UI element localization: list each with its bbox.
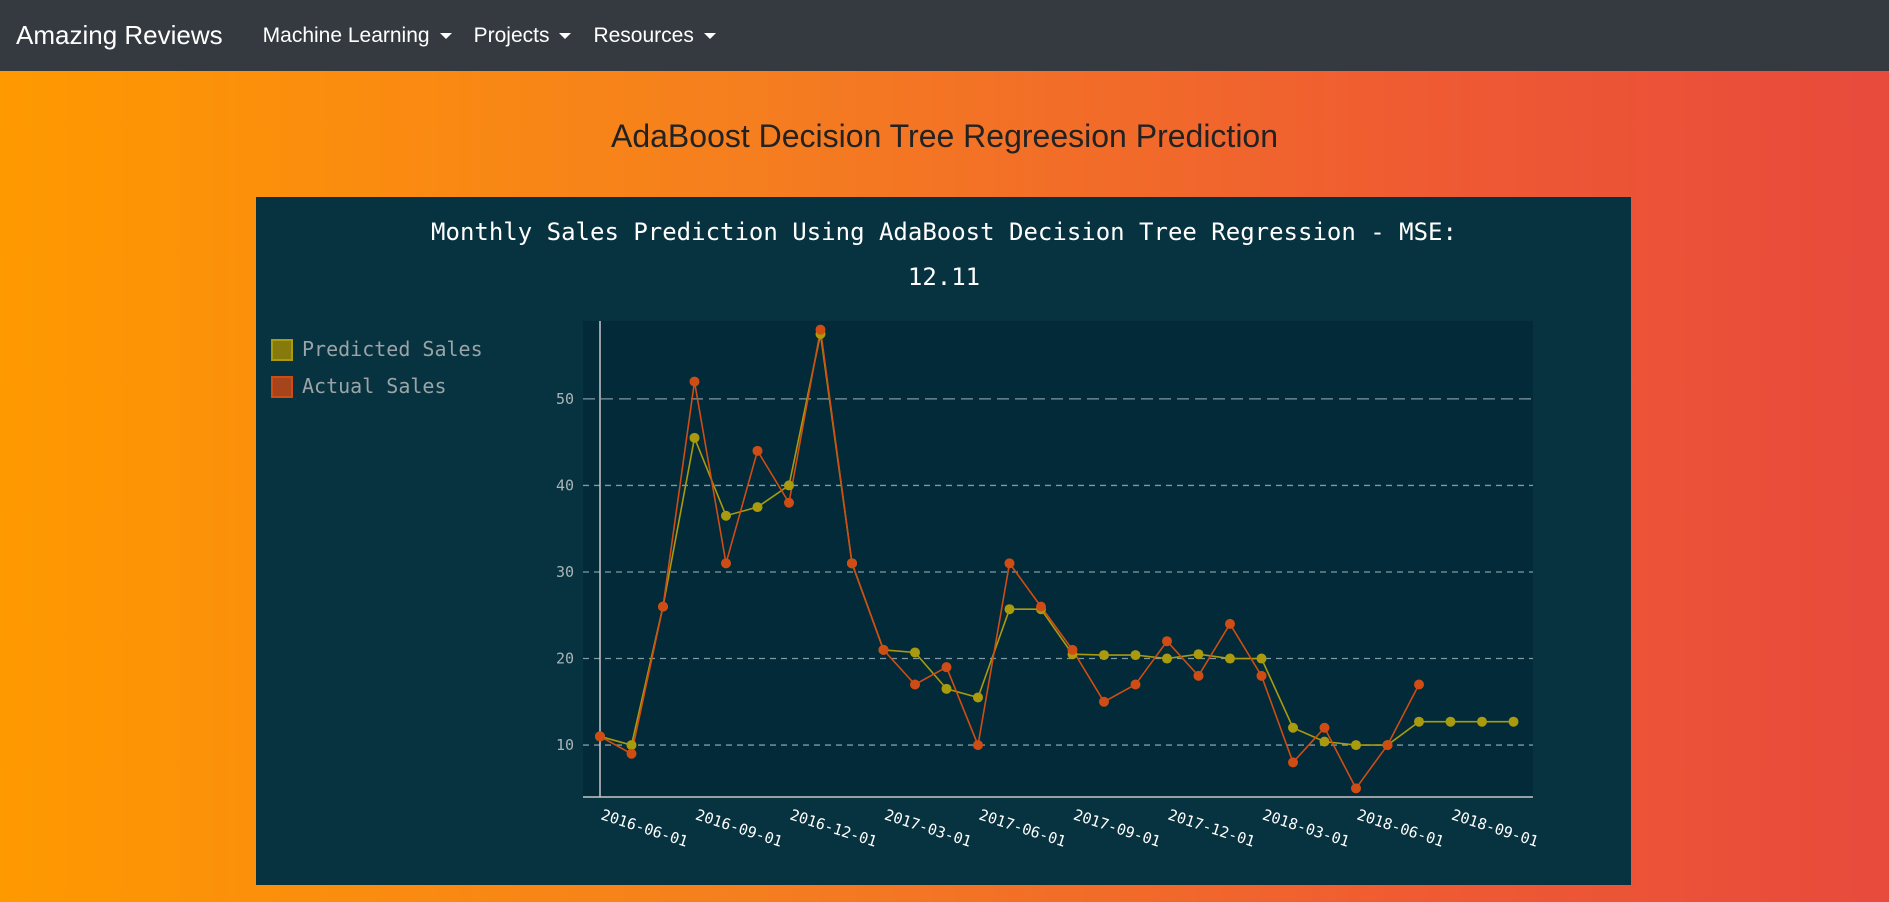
caret-down-icon	[559, 33, 571, 39]
y-tick-labels: 10 20 30 40 50	[556, 390, 574, 754]
data-point-actual	[721, 558, 731, 568]
nav-resources-label: Resources	[593, 24, 693, 48]
data-point-predicted	[1509, 717, 1519, 727]
data-point-actual	[910, 679, 920, 689]
legend-label-predicted[interactable]: Predicted Sales	[302, 337, 483, 361]
x-tick-labels: 2016-06-01 2016-09-01 2016-12-01 2017-03-01…	[599, 806, 1541, 851]
data-point-predicted	[690, 433, 700, 443]
data-point-predicted	[1257, 654, 1267, 664]
x-tick-label: 2017-09-01	[1071, 806, 1162, 851]
data-point-predicted	[1099, 650, 1109, 660]
x-tick-label: 2016-06-01	[599, 806, 690, 851]
data-point-predicted	[1005, 604, 1015, 614]
data-point-actual	[690, 377, 700, 387]
data-point-actual	[879, 645, 889, 655]
nav-projects-label: Projects	[474, 24, 550, 48]
data-point-actual	[1131, 679, 1141, 689]
data-point-actual	[1414, 679, 1424, 689]
data-point-actual	[1194, 671, 1204, 681]
data-point-actual	[847, 558, 857, 568]
caret-down-icon	[704, 33, 716, 39]
data-point-actual	[1225, 619, 1235, 629]
data-point-predicted	[973, 692, 983, 702]
data-point-predicted	[1194, 649, 1204, 659]
y-tick-label: 50	[556, 390, 574, 408]
data-point-predicted	[1446, 717, 1456, 727]
data-point-predicted	[1131, 650, 1141, 660]
x-tick-label: 2016-09-01	[693, 806, 784, 851]
legend-swatch-actual[interactable]	[272, 377, 292, 397]
legend-label-actual[interactable]: Actual Sales	[302, 374, 447, 398]
data-point-predicted	[1162, 654, 1172, 664]
chart-container: Monthly Sales Prediction Using AdaBoost …	[256, 197, 1631, 885]
nav-projects-dropdown[interactable]: Projects	[474, 24, 572, 48]
legend: Predicted Sales Actual Sales	[272, 337, 483, 398]
x-tick-label: 2016-12-01	[788, 806, 879, 851]
data-point-actual	[1162, 636, 1172, 646]
nav-machine-learning-label: Machine Learning	[263, 24, 430, 48]
data-point-actual	[627, 749, 637, 759]
data-point-actual	[1383, 740, 1393, 750]
data-point-actual	[1099, 697, 1109, 707]
x-tick-label: 2017-03-01	[882, 806, 973, 851]
chart-svg: Monthly Sales Prediction Using AdaBoost …	[256, 197, 1631, 885]
page-title: AdaBoost Decision Tree Regreesion Predic…	[0, 118, 1889, 155]
data-point-predicted	[1288, 723, 1298, 733]
navbar: Amazing Reviews Machine Learning Project…	[0, 0, 1889, 71]
data-point-predicted	[1225, 654, 1235, 664]
x-tick-label: 2017-12-01	[1166, 806, 1257, 851]
y-tick-label: 30	[556, 563, 574, 581]
data-point-predicted	[910, 647, 920, 657]
brand-link[interactable]: Amazing Reviews	[16, 20, 223, 51]
data-point-actual	[942, 662, 952, 672]
data-point-predicted	[784, 480, 794, 490]
data-point-predicted	[1477, 717, 1487, 727]
data-point-predicted	[1320, 737, 1330, 747]
data-point-actual	[1005, 558, 1015, 568]
data-point-predicted	[1351, 740, 1361, 750]
data-point-actual	[1257, 671, 1267, 681]
data-point-actual	[595, 731, 605, 741]
data-point-actual	[1288, 757, 1298, 767]
data-point-predicted	[753, 502, 763, 512]
caret-down-icon	[440, 33, 452, 39]
x-tick-label: 2018-06-01	[1355, 806, 1446, 851]
data-point-actual	[1036, 602, 1046, 612]
data-point-actual	[753, 446, 763, 456]
data-point-actual	[784, 498, 794, 508]
data-point-predicted	[942, 684, 952, 694]
data-point-actual	[1068, 645, 1078, 655]
data-point-predicted	[1414, 717, 1424, 727]
nav-machine-learning-dropdown[interactable]: Machine Learning	[263, 24, 452, 48]
y-tick-label: 20	[556, 650, 574, 668]
data-point-actual	[1351, 783, 1361, 793]
data-point-actual	[1320, 723, 1330, 733]
legend-swatch-predicted[interactable]	[272, 340, 292, 360]
x-tick-label: 2018-09-01	[1449, 806, 1540, 851]
y-tick-label: 10	[556, 736, 574, 754]
data-point-actual	[816, 325, 826, 335]
data-point-actual	[658, 602, 668, 612]
chart-title-line-2: 12.11	[908, 263, 980, 291]
y-tick-label: 40	[556, 476, 574, 494]
x-tick-label: 2017-06-01	[977, 806, 1068, 851]
data-point-actual	[973, 740, 983, 750]
x-tick-label: 2018-03-01	[1260, 806, 1351, 851]
data-point-predicted	[721, 511, 731, 521]
data-point-predicted	[627, 740, 637, 750]
nav-resources-dropdown[interactable]: Resources	[593, 24, 715, 48]
chart-title-line-1: Monthly Sales Prediction Using AdaBoost …	[431, 218, 1457, 246]
